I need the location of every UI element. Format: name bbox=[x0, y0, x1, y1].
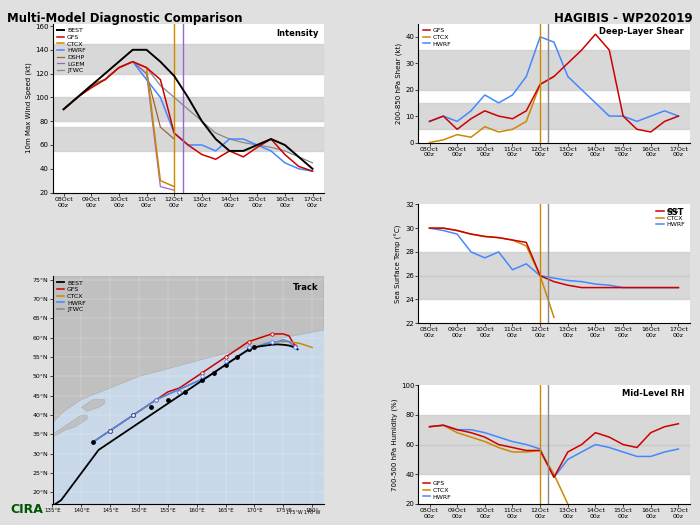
Text: Mid-Level RH: Mid-Level RH bbox=[622, 388, 684, 397]
Text: Track: Track bbox=[293, 283, 318, 292]
Text: Deep-Layer Shear: Deep-Layer Shear bbox=[599, 27, 684, 36]
Point bbox=[243, 338, 254, 346]
Point bbox=[243, 345, 254, 353]
Y-axis label: Sea Surface Temp (°C): Sea Surface Temp (°C) bbox=[395, 225, 402, 303]
Legend: BEST, GFS, CTCX, HWRF, DSHP, LGEM, JTWC: BEST, GFS, CTCX, HWRF, DSHP, LGEM, JTWC bbox=[55, 27, 87, 75]
Text: Multi-Model Diagnostic Comparison: Multi-Model Diagnostic Comparison bbox=[7, 12, 242, 25]
Point bbox=[145, 403, 156, 412]
Y-axis label: 200-850 hPa Shear (kt): 200-850 hPa Shear (kt) bbox=[396, 43, 402, 124]
Text: Intensity: Intensity bbox=[276, 29, 318, 38]
Point bbox=[127, 411, 139, 419]
Point bbox=[150, 395, 162, 404]
Point bbox=[104, 426, 116, 435]
Point bbox=[197, 372, 208, 381]
Point bbox=[162, 395, 174, 404]
Point bbox=[197, 376, 208, 384]
Point bbox=[220, 361, 231, 369]
Point bbox=[220, 353, 231, 361]
Legend: GFS, CTCX, HWRF: GFS, CTCX, HWRF bbox=[421, 27, 453, 48]
Point bbox=[104, 426, 116, 435]
Point bbox=[179, 387, 190, 396]
Text: SST: SST bbox=[666, 208, 684, 217]
Point bbox=[174, 387, 185, 396]
Point bbox=[88, 438, 99, 446]
Point bbox=[209, 369, 220, 377]
Point bbox=[220, 357, 231, 365]
Point bbox=[150, 395, 162, 404]
Bar bbox=[52, 44, 323, 74]
Point bbox=[127, 411, 139, 419]
Bar bbox=[419, 103, 690, 129]
Point bbox=[243, 343, 254, 352]
Legend: BEST, GFS, CTCX, HWRF, JTWC: BEST, GFS, CTCX, HWRF, JTWC bbox=[55, 279, 87, 313]
Point bbox=[266, 338, 277, 346]
Legend: GFS, CTCX, HWRF: GFS, CTCX, HWRF bbox=[655, 207, 687, 228]
Bar bbox=[419, 50, 690, 90]
Bar bbox=[419, 252, 690, 276]
Point bbox=[232, 353, 243, 361]
Y-axis label: 10m Max Wind Speed (kt): 10m Max Wind Speed (kt) bbox=[26, 62, 32, 153]
Point bbox=[266, 330, 277, 338]
Point bbox=[289, 341, 300, 350]
Point bbox=[197, 369, 208, 377]
Point bbox=[248, 343, 260, 352]
Text: HAGIBIS - WP202019: HAGIBIS - WP202019 bbox=[554, 12, 693, 25]
Point bbox=[104, 426, 116, 435]
Bar bbox=[419, 276, 690, 299]
Y-axis label: 700-500 hPa Humidity (%): 700-500 hPa Humidity (%) bbox=[391, 398, 398, 491]
Text: CIRA: CIRA bbox=[10, 502, 43, 516]
Bar bbox=[419, 415, 690, 445]
Point bbox=[174, 387, 185, 396]
Bar bbox=[52, 127, 323, 151]
Legend: GFS, CTCX, HWRF: GFS, CTCX, HWRF bbox=[421, 480, 453, 501]
Point bbox=[127, 411, 139, 419]
Point bbox=[289, 343, 300, 352]
Bar bbox=[52, 97, 323, 121]
Text: 175°W 170°W: 175°W 170°W bbox=[286, 510, 321, 515]
Bar bbox=[419, 445, 690, 474]
